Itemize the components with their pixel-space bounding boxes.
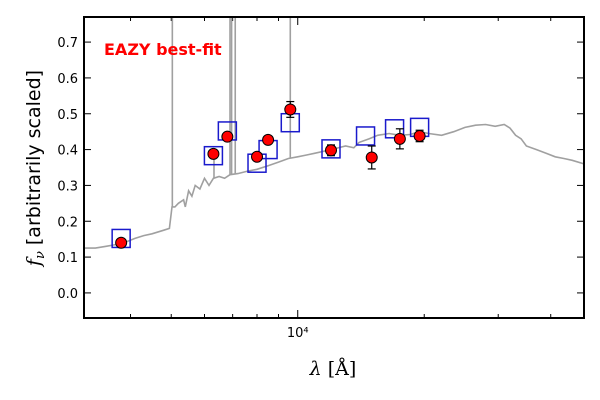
x-tick-label: 10⁴ xyxy=(287,326,309,341)
model-square xyxy=(355,126,376,146)
x-tick-labels: 10⁴ xyxy=(287,326,309,341)
data-point xyxy=(221,130,234,143)
y-tick-label: 0.1 xyxy=(57,251,78,266)
data-point xyxy=(393,132,406,145)
y-tick-label: 0.5 xyxy=(57,108,78,123)
axis-ticks xyxy=(84,17,584,318)
data-point xyxy=(284,103,297,116)
data-point xyxy=(251,150,264,163)
data-point xyxy=(207,147,220,160)
data-point xyxy=(262,133,275,146)
y-axis-label: fν [arbitrarily scaled] xyxy=(23,70,48,268)
model-square xyxy=(203,145,224,166)
annotation-label: EAZY best-fit xyxy=(104,40,222,59)
y-tick-label: 0.4 xyxy=(57,144,78,159)
y-tick-labels: 0.0 0.1 0.2 0.3 0.4 0.5 0.6 0.7 xyxy=(57,36,78,302)
data-point xyxy=(365,151,378,164)
data-point xyxy=(325,144,338,157)
observed-photometry xyxy=(115,100,426,249)
plot-frame xyxy=(83,16,585,319)
data-point xyxy=(413,129,426,142)
y-tick-label: 0.3 xyxy=(57,179,78,194)
x-axis-label: λ [Å] xyxy=(309,358,357,380)
y-tick-label: 0.0 xyxy=(57,287,78,302)
y-tick-label: 0.7 xyxy=(57,36,78,51)
model-square xyxy=(321,139,341,159)
y-tick-label: 0.6 xyxy=(57,72,78,87)
model-spectrum xyxy=(84,17,585,249)
y-tick-label: 0.2 xyxy=(57,215,78,230)
data-point xyxy=(115,236,128,249)
